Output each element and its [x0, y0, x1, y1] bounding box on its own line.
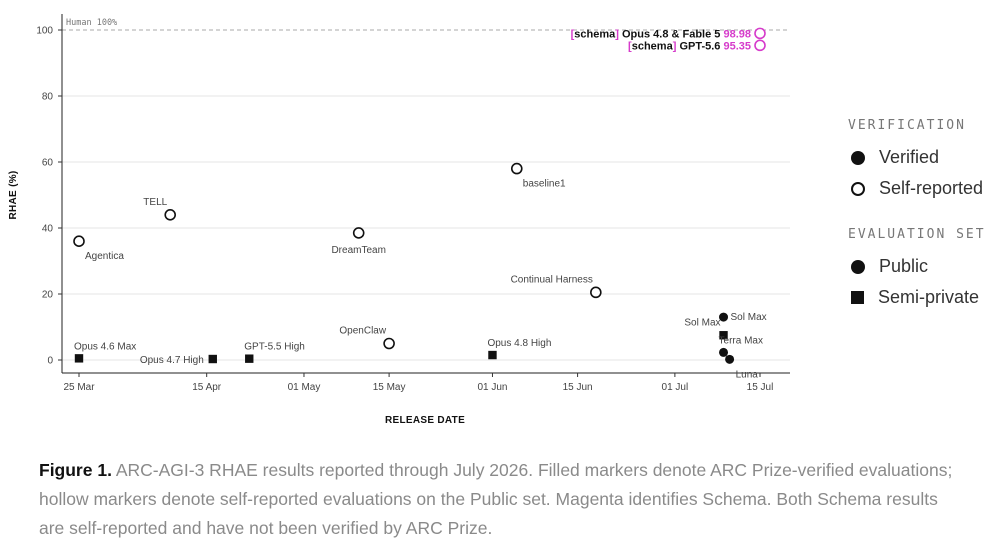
- y-tick-label: 80: [42, 92, 54, 103]
- data-label: Opus 4.6 Max: [74, 341, 136, 352]
- x-tick-label: 15 May: [373, 382, 406, 393]
- legend-label-verified: Verified: [879, 147, 940, 167]
- y-axis-label: RHAE (%): [8, 170, 19, 219]
- legend-evaluation-title: EVALUATION SET: [848, 227, 986, 242]
- data-label: Terra Max: [719, 335, 763, 346]
- square-marker: [488, 350, 497, 360]
- filled-square-icon: [851, 291, 864, 304]
- x-tick-label: 15 Jun: [563, 382, 593, 393]
- legend-item-semi-private: Semi-private: [848, 282, 1004, 313]
- filled-circle-icon: [851, 259, 865, 274]
- legend-item-verified: Verified: [848, 142, 1004, 173]
- data-label: OpenClaw: [339, 326, 386, 337]
- y-tick-label: 100: [36, 26, 53, 37]
- figure-caption: Figure 1. ARC-AGI-3 RHAE results reporte…: [39, 456, 959, 543]
- legend-item-public: Public: [848, 251, 1004, 282]
- hollow-circle-icon: [851, 181, 865, 196]
- data-labels: Agentica TELL DreamTeam baseline1 Continual …: [74, 28, 767, 380]
- hollow-circle-marker: [73, 235, 85, 247]
- x-axis-label: RELEASE DATE: [385, 415, 465, 426]
- hollow-circle-marker: [590, 286, 602, 299]
- x-tick-label: 15 Apr: [192, 382, 222, 393]
- square-marker: [208, 354, 217, 364]
- x-tick-label: 01 May: [288, 382, 321, 393]
- legend-item-self-reported: Self-reported: [848, 173, 1004, 204]
- square-marker: [74, 354, 84, 363]
- legend-verification-title: VERIFICATION: [848, 118, 966, 133]
- grid: [62, 95, 790, 361]
- data-label: TELL: [143, 197, 167, 208]
- schema-data-label: [schema] Opus 4.8 & Fable 5 98.98: [571, 28, 751, 40]
- data-label: Opus 4.8 High: [487, 338, 551, 349]
- data-label: DreamTeam: [331, 245, 385, 256]
- square-marker: [245, 354, 254, 363]
- data-points: [73, 27, 766, 364]
- square-marker: [719, 331, 728, 340]
- x-tick-label: 25 Mar: [63, 382, 95, 393]
- axes: [61, 14, 790, 374]
- legend-label-semi-private: Semi-private: [878, 287, 980, 307]
- caption-lead: Figure 1.: [39, 460, 112, 480]
- x-tick-label: 15 Jul: [747, 382, 774, 393]
- filled-circle-icon: [851, 150, 865, 165]
- data-label: Opus 4.7 High: [140, 355, 204, 366]
- legend-label-self-reported: Self-reported: [879, 178, 984, 198]
- y-tick-label: 40: [42, 224, 54, 235]
- x-tick-label: 01 Jun: [477, 382, 507, 393]
- legend-label-public: Public: [879, 256, 929, 276]
- caption-text: ARC-AGI-3 RHAE results reported through …: [39, 460, 953, 538]
- legend: VERIFICATION Verified Self-reported EVAL…: [848, 118, 1004, 313]
- data-label: GPT-5.5 High: [244, 342, 305, 353]
- y-ticks: 0 20 40 60 80 100: [36, 26, 62, 367]
- data-label: baseline1: [523, 179, 566, 190]
- filled-circle-marker: [725, 354, 735, 364]
- x-tick-label: 01 Jul: [662, 382, 689, 393]
- schema-hollow-marker: [754, 27, 766, 40]
- y-tick-label: 20: [42, 290, 54, 301]
- data-label: Agentica: [85, 251, 124, 262]
- x-ticks: 25 Mar 15 Apr 01 May 15 May 01 Jun 15 Jun 01 J…: [63, 373, 773, 393]
- data-label: Sol Max: [684, 317, 720, 328]
- y-tick-label: 0: [47, 356, 53, 367]
- hollow-circle-marker: [510, 162, 523, 175]
- reference-line-group: Human 100%: [62, 18, 790, 31]
- y-tick-label: 60: [42, 158, 54, 169]
- filled-circle-marker: [719, 347, 729, 357]
- schema-data-label: [schema] GPT-5.6 95.35: [628, 40, 751, 52]
- schema-hollow-marker: [754, 39, 766, 52]
- scatter-plot: Human 100% 0 20 40 60 80 100 25 Mar 15 Apr 01 M…: [8, 14, 790, 426]
- data-label: Sol Max: [731, 312, 767, 323]
- data-label: Luna: [736, 369, 759, 380]
- data-label: Continual Harness: [511, 274, 593, 285]
- hollow-circle-marker: [164, 209, 177, 221]
- filled-circle-marker: [719, 312, 729, 322]
- hollow-circle-marker: [352, 227, 365, 239]
- hollow-circle-marker: [383, 337, 395, 350]
- human-reference-label: Human 100%: [66, 18, 117, 28]
